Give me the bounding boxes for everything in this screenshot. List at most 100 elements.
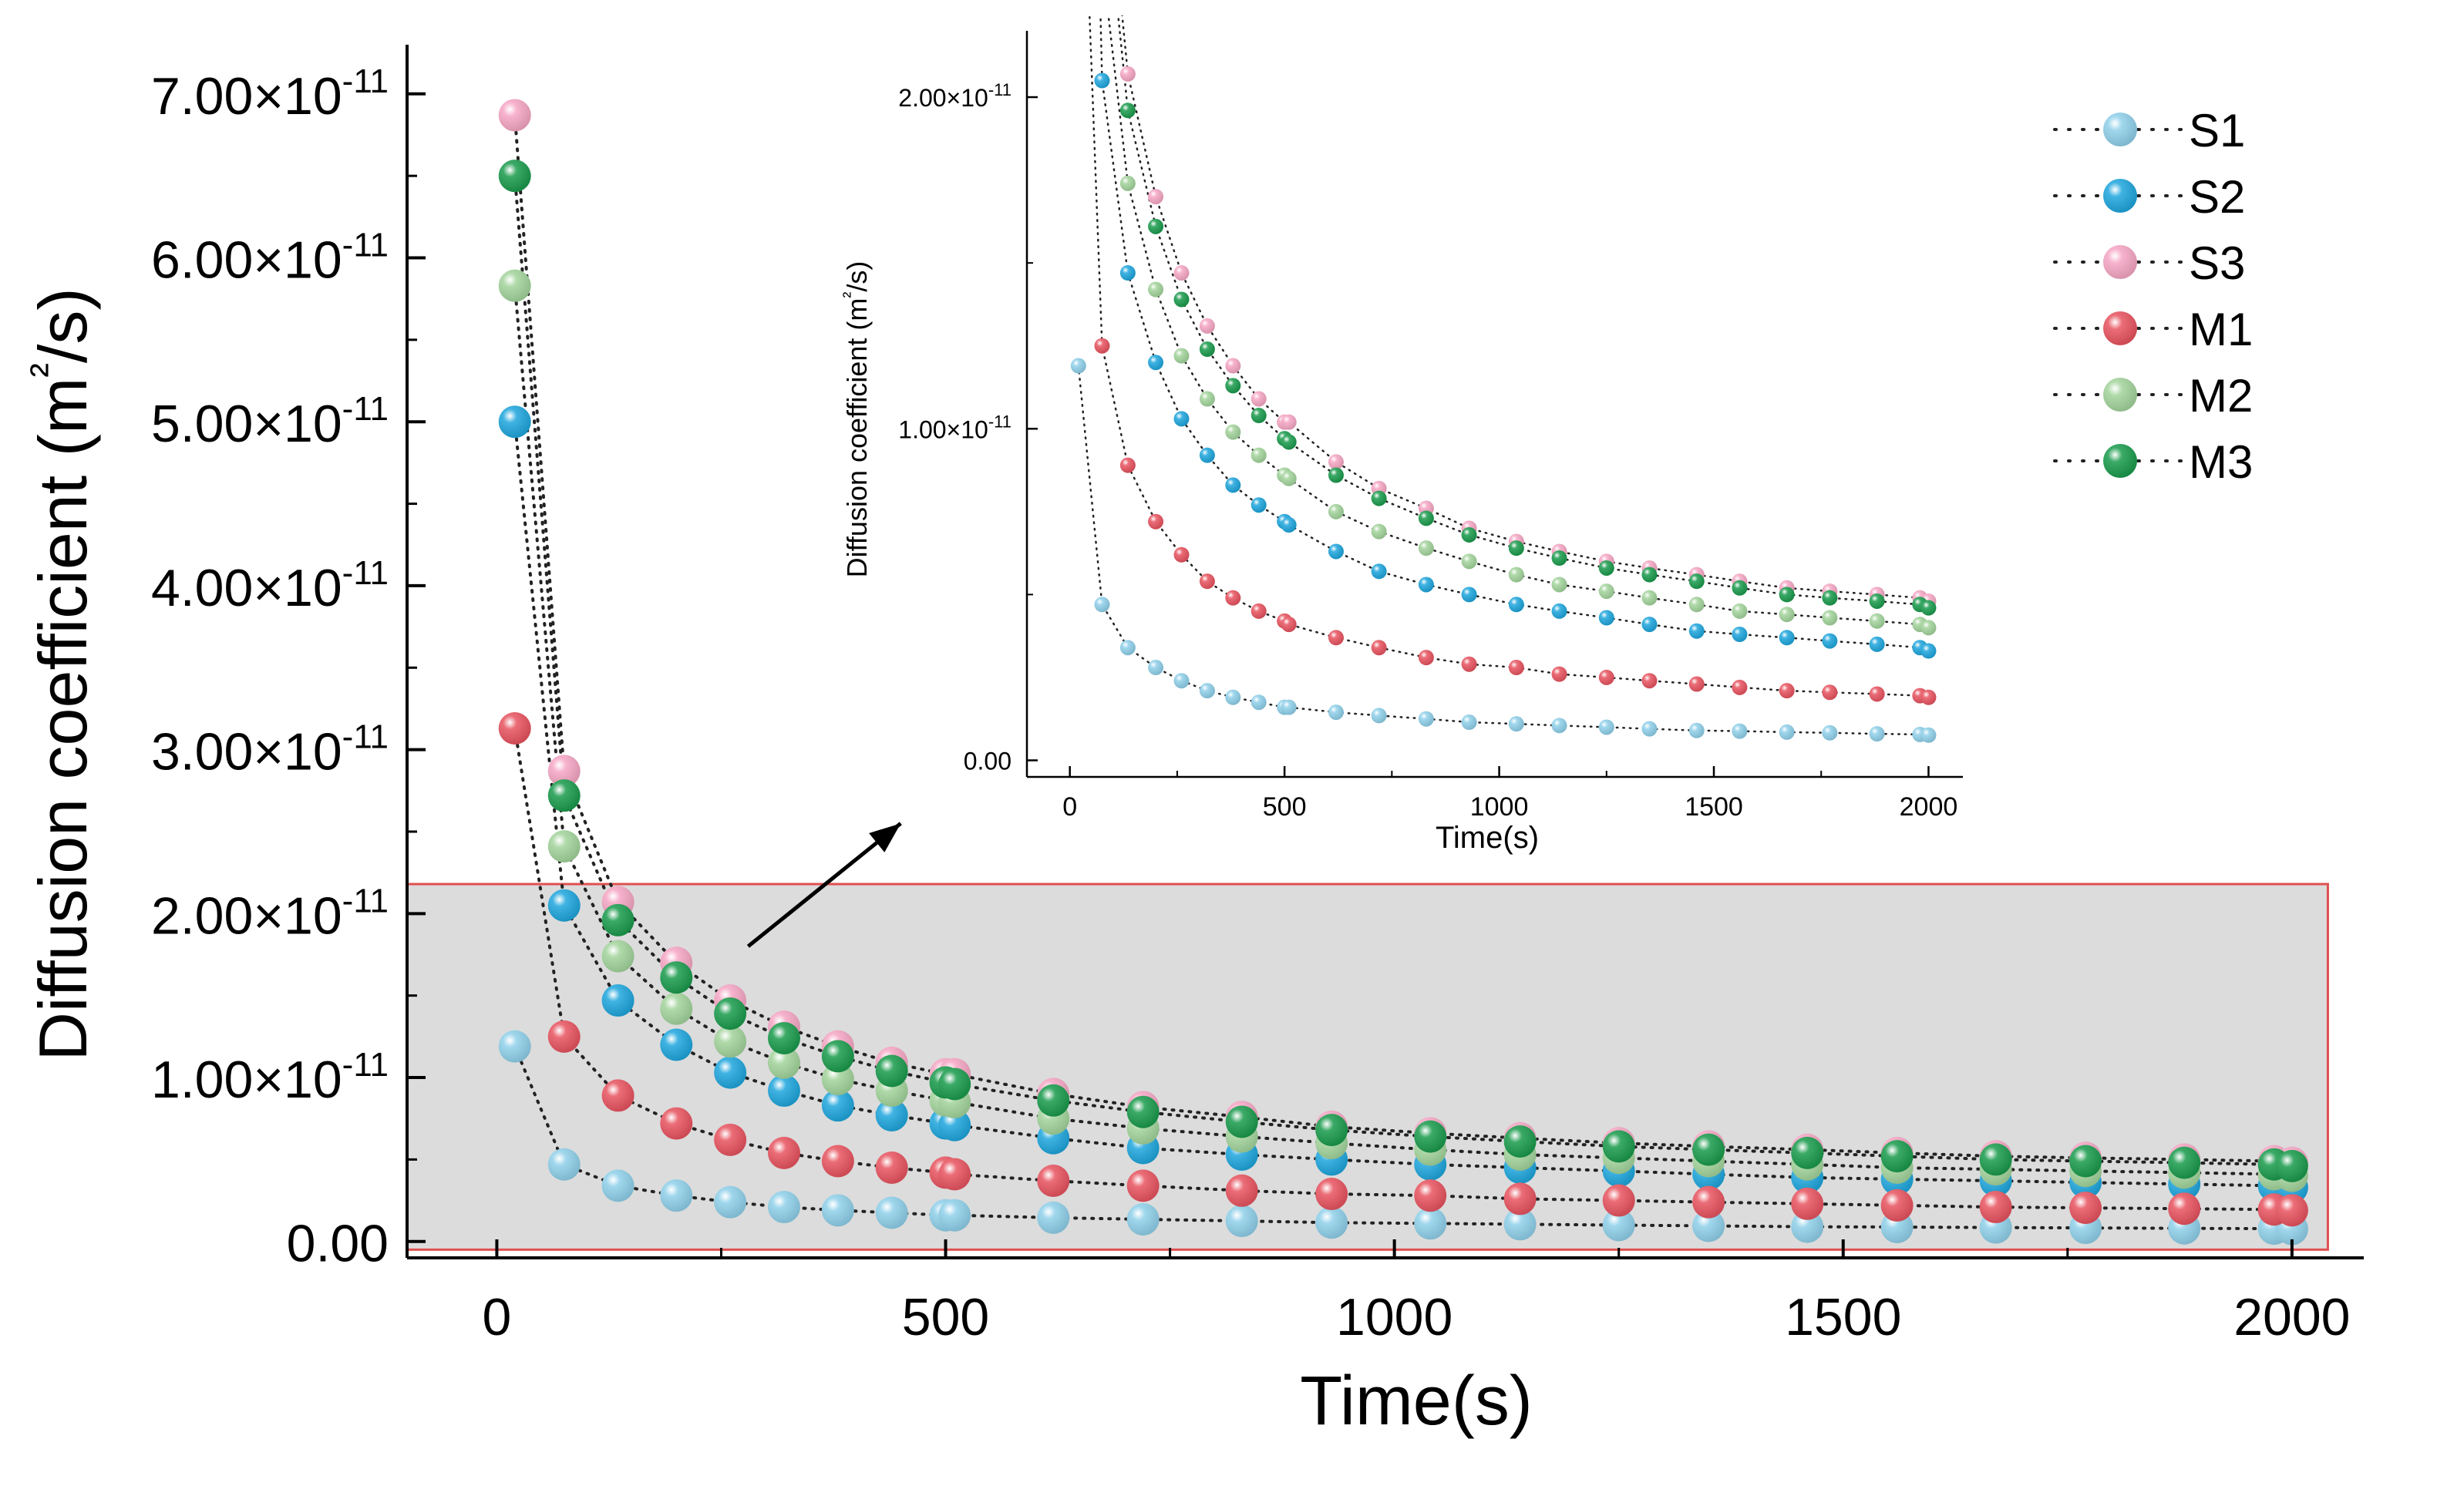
main-point-M3 <box>1414 1120 1447 1153</box>
main-point-M1 <box>2069 1192 2102 1225</box>
main-point-M3 <box>601 903 635 936</box>
main-point-S1 <box>1692 1209 1725 1242</box>
inset-point-S1 <box>1461 714 1477 731</box>
main-point-M3 <box>1037 1084 1070 1117</box>
main-point-S1 <box>1126 1203 1160 1236</box>
inset-point-M2 <box>1920 620 1937 636</box>
inset-point-M2 <box>1225 424 1241 440</box>
inset-line-S3 <box>1121 15 1930 603</box>
main-point-M3 <box>1126 1095 1160 1128</box>
inset-point-M2 <box>1328 503 1344 519</box>
inset-x-tick-label: 1000 <box>1470 792 1529 822</box>
main-point-M1 <box>875 1151 908 1185</box>
main-point-M2 <box>547 830 581 863</box>
main-point-S1 <box>767 1191 800 1224</box>
inset-point-M2 <box>1371 523 1387 540</box>
inset-point-M3 <box>1251 408 1267 424</box>
inset-point-M2 <box>1641 590 1658 606</box>
inset-point-M1 <box>1779 683 1795 699</box>
main-point-M1 <box>2168 1192 2201 1225</box>
inset-point-S2 <box>1094 72 1110 89</box>
inset-point-M1 <box>1920 689 1937 705</box>
inset-point-M3 <box>1920 600 1937 616</box>
main-y-tick-label: 6.00×10-11 <box>151 227 389 290</box>
inset-point-M1 <box>1119 457 1136 473</box>
inset-x-axis-label: Time(s) <box>1436 821 1539 855</box>
main-y-tick-label: 4.00×10-11 <box>151 554 389 617</box>
main-point-M3 <box>821 1040 854 1073</box>
arrow-shaft <box>746 822 902 948</box>
inset-point-S1 <box>1598 719 1614 735</box>
inset-point-S1 <box>1920 727 1937 743</box>
main-series-M1 <box>498 711 2308 1227</box>
inset-point-M3 <box>1119 103 1136 119</box>
main-point-M3 <box>1602 1130 1635 1163</box>
inset-point-M2 <box>1281 470 1297 486</box>
main-point-M1 <box>821 1145 854 1178</box>
legend-marker <box>2103 245 2137 279</box>
main-point-S2 <box>938 1108 971 1141</box>
inset-point-S1 <box>1508 716 1524 732</box>
inset-point-S2 <box>1281 517 1297 533</box>
main-point-M3 <box>1225 1105 1258 1138</box>
legend-marker <box>2103 179 2137 213</box>
main-x-tick-label: 1500 <box>1785 1288 1901 1346</box>
main-point-S1 <box>601 1169 635 1202</box>
main-point-M3 <box>1979 1143 2012 1176</box>
main-y-tick-label: 7.00×10-11 <box>151 62 389 126</box>
main-point-M1 <box>660 1107 693 1140</box>
inset-point-M3 <box>1641 566 1658 583</box>
inset-point-S1 <box>1732 723 1748 739</box>
inset-point-M1 <box>1199 573 1215 590</box>
inset-point-M2 <box>1251 447 1267 463</box>
inset-x-tick-label: 0 <box>1062 792 1077 822</box>
inset-point-S1 <box>1173 673 1190 689</box>
main-point-M1 <box>1602 1184 1635 1217</box>
main-point-M3 <box>660 961 693 994</box>
inset-plot-area <box>1070 15 1937 743</box>
inset-point-M3 <box>1418 510 1434 526</box>
inset-point-S1 <box>1094 597 1110 613</box>
inset-point-M1 <box>1822 684 1838 701</box>
inset-point-S1 <box>1371 708 1387 724</box>
main-x-tick-label: 2000 <box>2233 1288 2350 1346</box>
zoom-arrow <box>746 822 902 948</box>
inset-point-S2 <box>1551 603 1567 619</box>
inset-point-M2 <box>1119 175 1136 191</box>
inset-point-M3 <box>1225 378 1241 394</box>
main-point-M3 <box>1791 1136 1824 1169</box>
inset-point-M1 <box>1225 590 1241 606</box>
inset-point-S2 <box>1199 447 1215 463</box>
main-point-M2 <box>714 1025 747 1058</box>
main-point-M3 <box>1692 1133 1725 1166</box>
inset-point-S2 <box>1119 265 1136 281</box>
inset-point-M2 <box>1508 566 1524 583</box>
inset-point-S2 <box>1869 636 1885 652</box>
main-point-M1 <box>1225 1174 1258 1207</box>
inset-point-M2 <box>1461 553 1477 570</box>
main-point-S2 <box>601 984 635 1017</box>
inset-point-S2 <box>1251 497 1267 513</box>
legend-item-S3: S3 <box>2053 237 2245 289</box>
main-point-M1 <box>1880 1188 1914 1222</box>
inset-point-S1 <box>1822 725 1838 741</box>
main-point-M3 <box>498 160 531 193</box>
legend-item-S2: S2 <box>2053 171 2245 223</box>
main-point-S2 <box>714 1056 747 1089</box>
inset-point-M2 <box>1173 348 1190 364</box>
legend: S1 S2 S3 M1 M2 M3 <box>2053 105 2253 488</box>
main-point-M2 <box>601 940 635 973</box>
main-point-M3 <box>2069 1145 2102 1178</box>
inset-x-tick-label: 1500 <box>1685 792 1743 822</box>
main-point-S1 <box>1037 1201 1070 1234</box>
main-x-axis-label: Time(s) <box>1300 1363 1533 1440</box>
inset-point-M1 <box>1461 656 1477 672</box>
main-point-M3 <box>1315 1114 1348 1147</box>
inset-point-M2 <box>1822 610 1838 626</box>
inset-x-tick-label: 2000 <box>1900 792 1958 822</box>
inset-series-S2 <box>1094 72 1937 659</box>
main-point-S2 <box>498 405 531 439</box>
main-point-M3 <box>938 1067 971 1101</box>
inset-point-M1 <box>1328 630 1344 646</box>
inset-point-M3 <box>1508 540 1524 556</box>
